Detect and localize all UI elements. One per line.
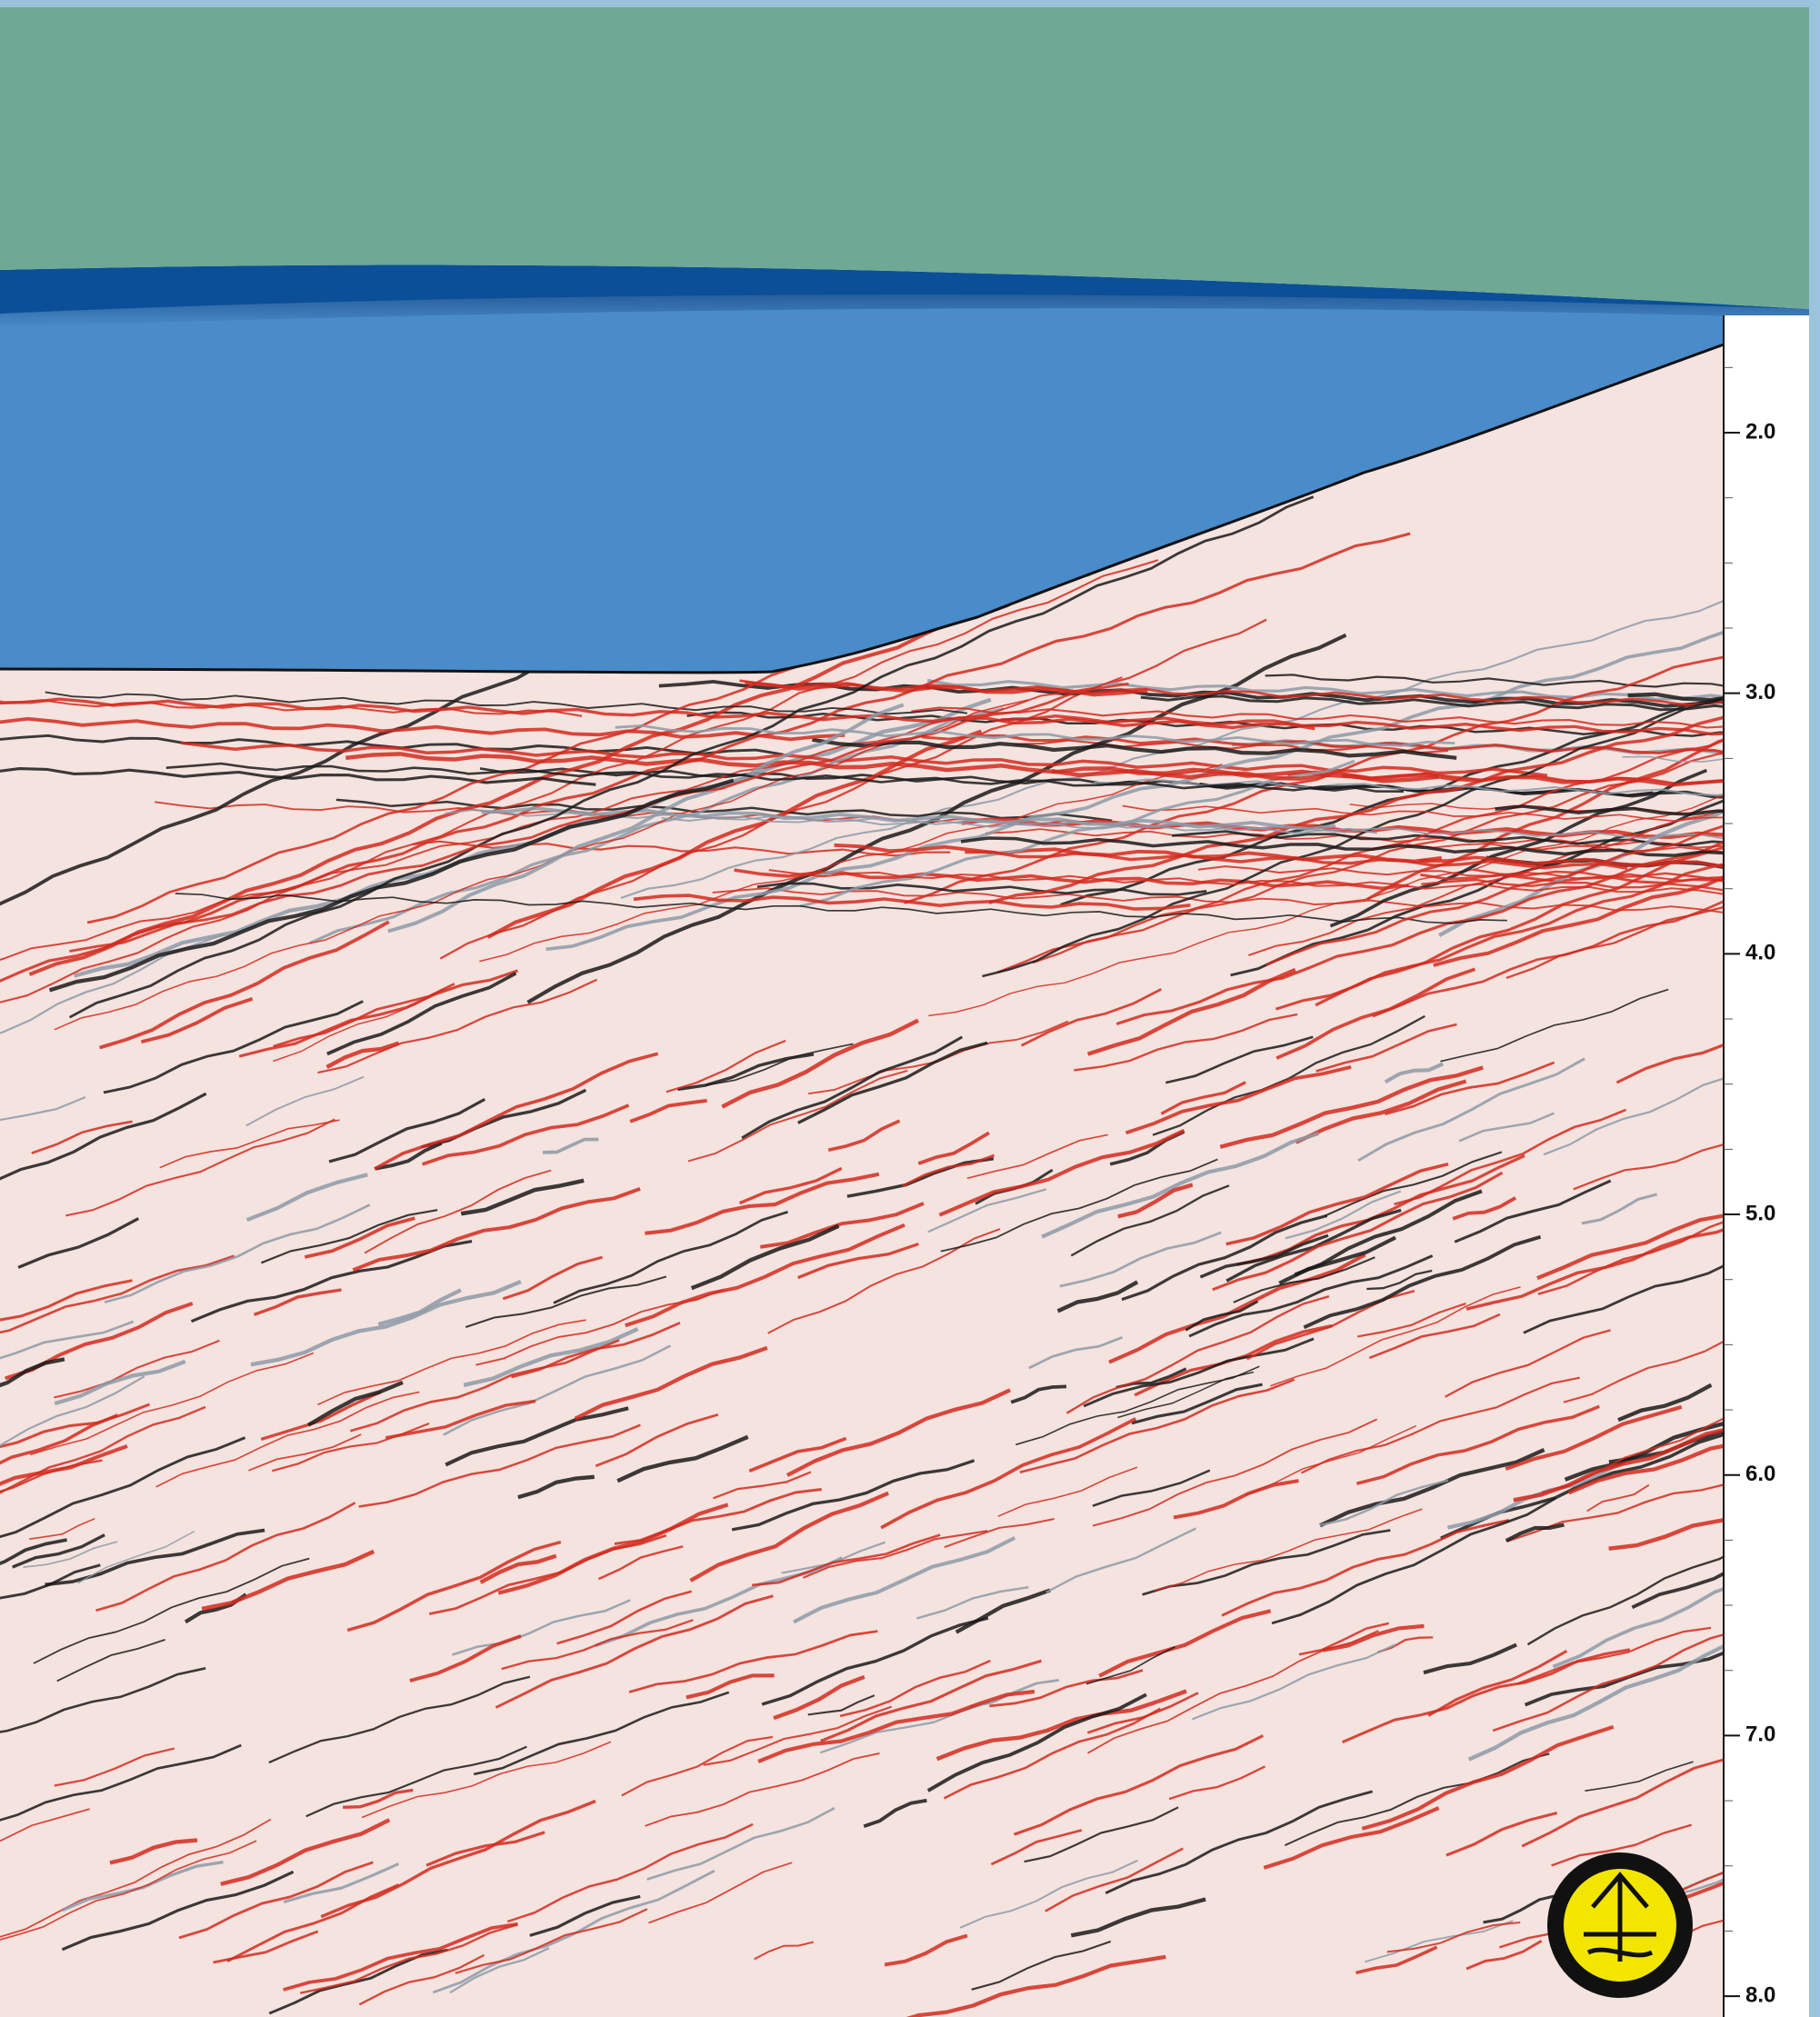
axis-panel bbox=[1724, 315, 1809, 2017]
y-tick-label: 2.0 bbox=[1745, 419, 1775, 444]
y-tick-label: 8.0 bbox=[1745, 1982, 1775, 2007]
y-tick-label: 4.0 bbox=[1745, 941, 1775, 965]
y-tick-label: 3.0 bbox=[1745, 680, 1775, 704]
sky-band bbox=[0, 7, 1809, 309]
y-tick-label: 7.0 bbox=[1745, 1722, 1775, 1747]
logo bbox=[1547, 1852, 1693, 1998]
seismic-section: 2.0 3.0 4.0 5.0 6.0 7.0 8.0 bbox=[0, 0, 1820, 2017]
page: 2.03.04.05.06.07.08.0 (() => { const dat… bbox=[0, 0, 1820, 2017]
y-tick-label: 6.0 bbox=[1745, 1462, 1775, 1486]
y-tick-label: 5.0 bbox=[1745, 1201, 1775, 1225]
